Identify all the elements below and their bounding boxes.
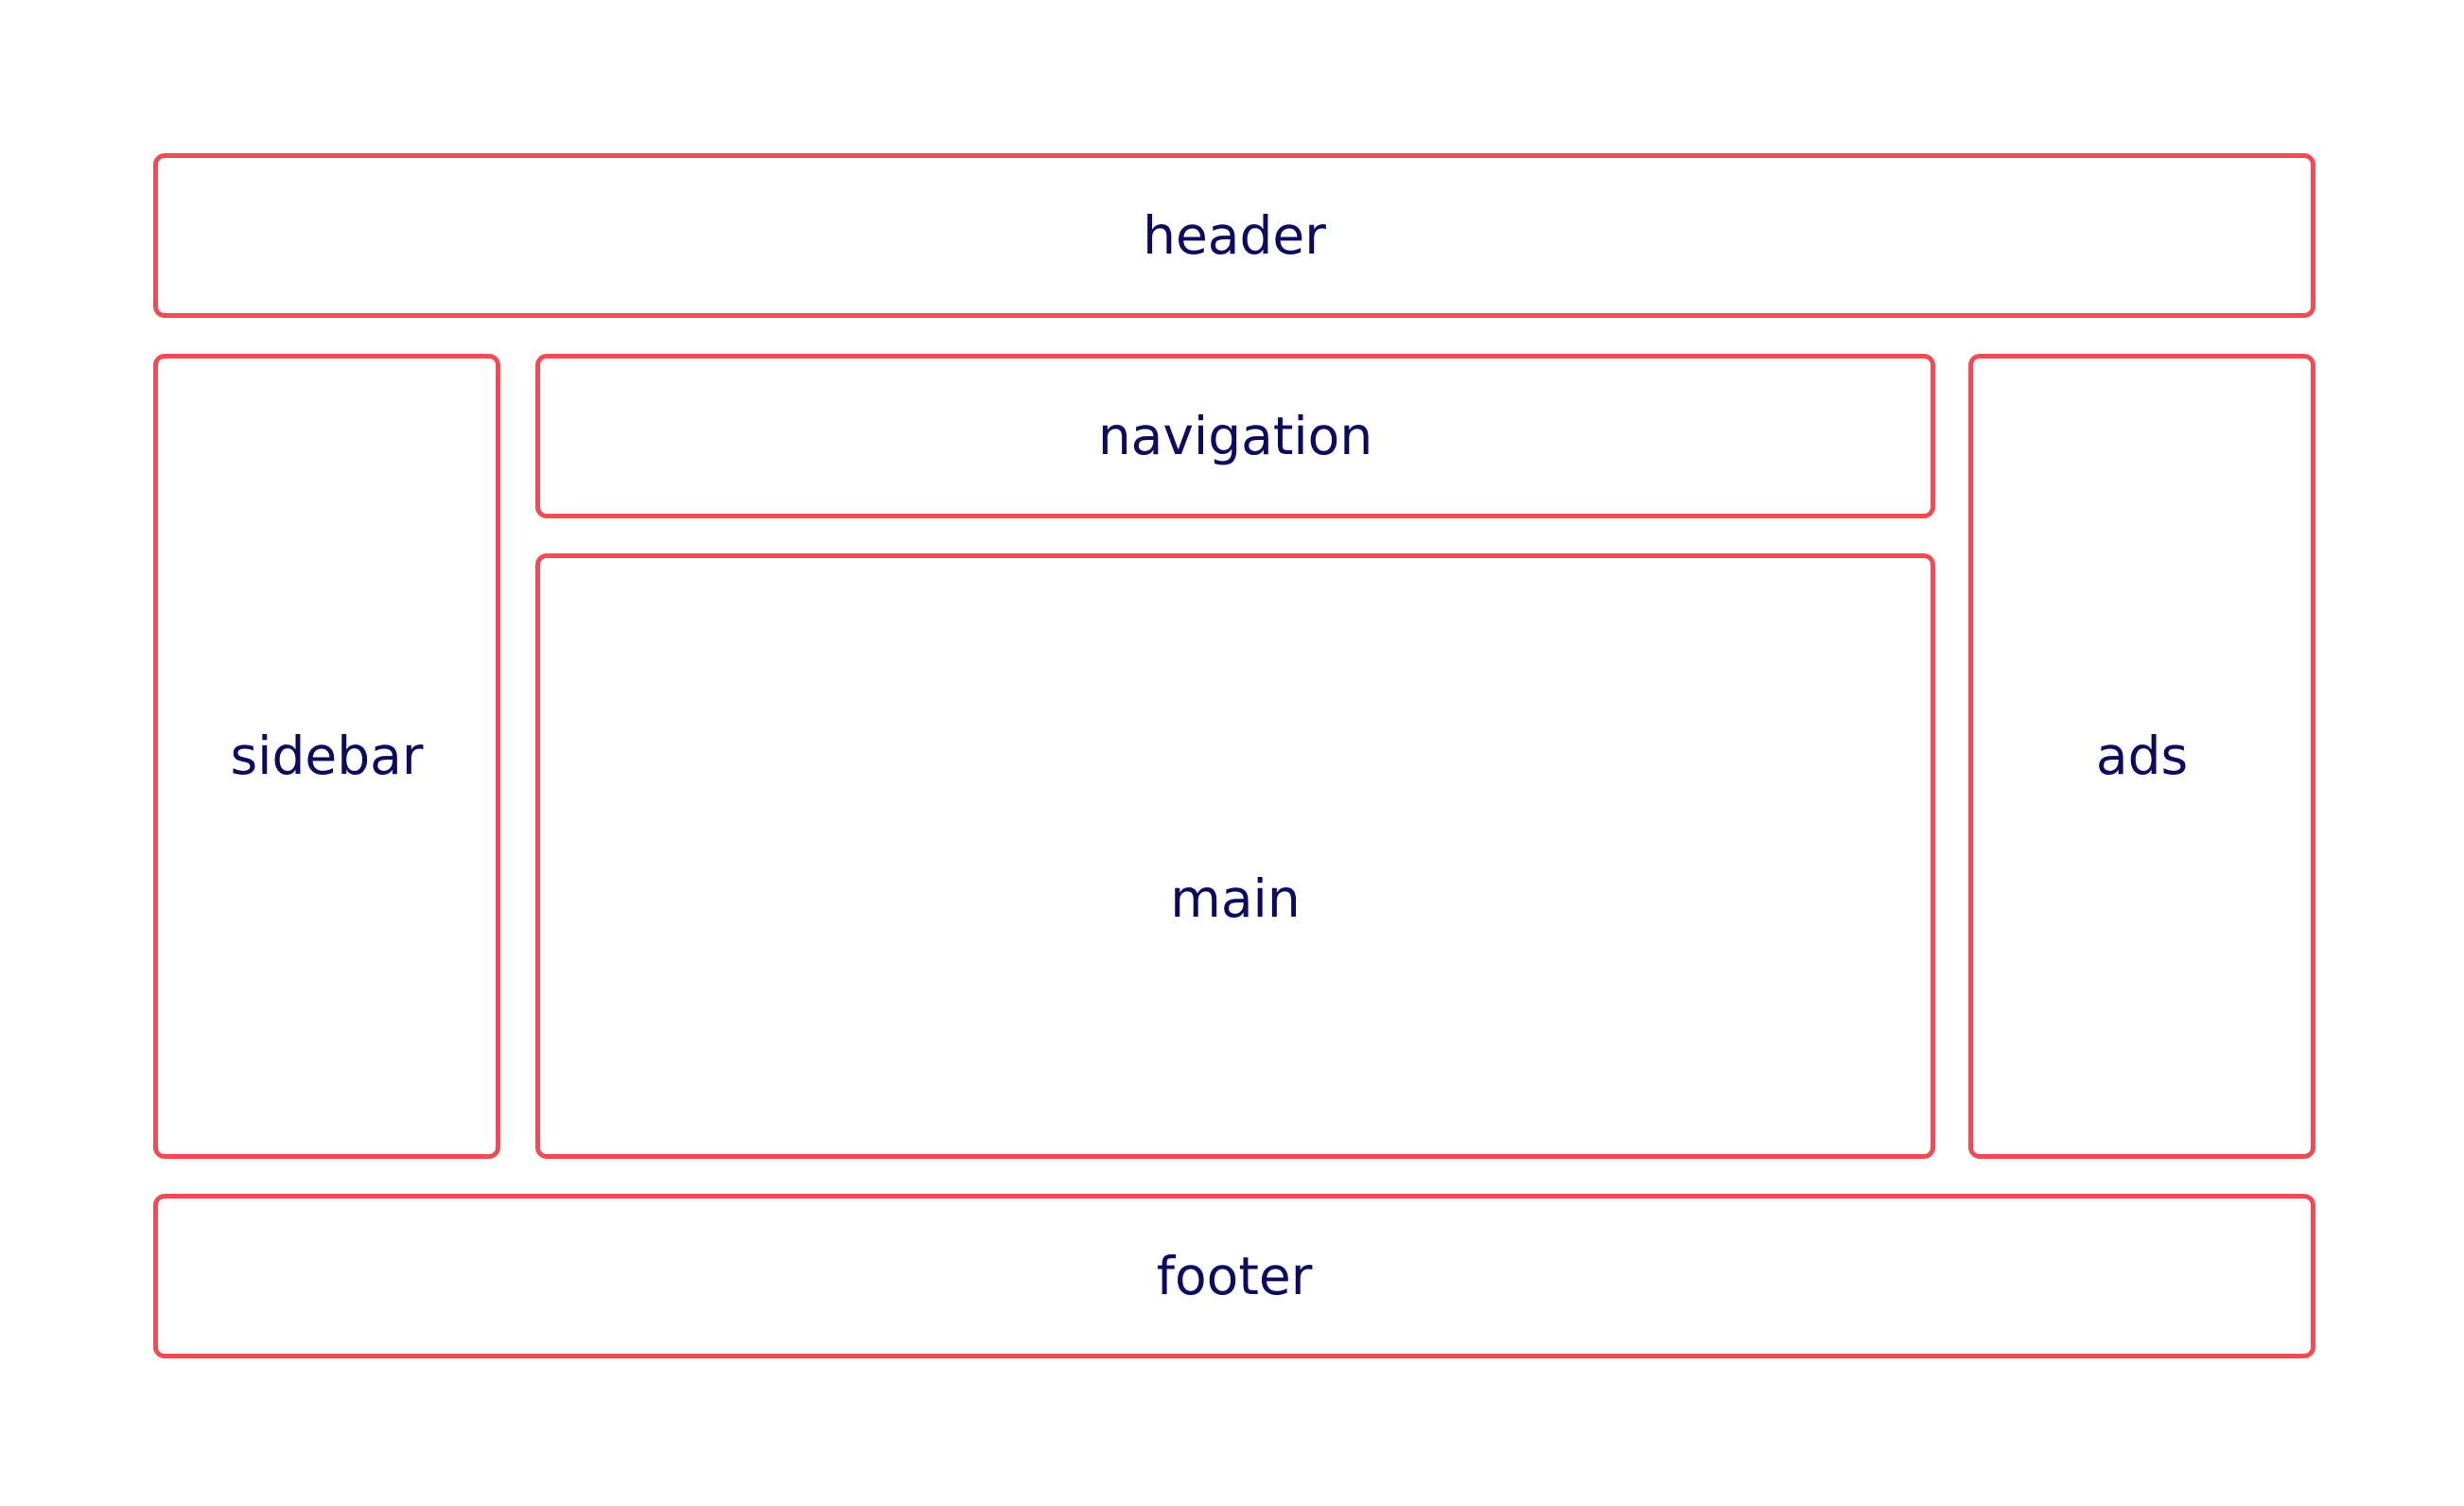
main-region: main xyxy=(535,553,1935,1159)
ads-region: ads xyxy=(1968,354,2315,1159)
header-region: header xyxy=(153,153,2315,318)
navigation-label: navigation xyxy=(1097,405,1373,466)
footer-region: footer xyxy=(153,1194,2315,1358)
footer-label: footer xyxy=(1156,1245,1313,1306)
navigation-region: navigation xyxy=(535,354,1935,518)
ads-label: ads xyxy=(2095,726,2189,786)
main-label: main xyxy=(1170,867,1301,929)
header-label: header xyxy=(1143,204,1326,266)
sidebar-region: sidebar xyxy=(153,354,500,1159)
sidebar-label: sidebar xyxy=(230,726,424,786)
